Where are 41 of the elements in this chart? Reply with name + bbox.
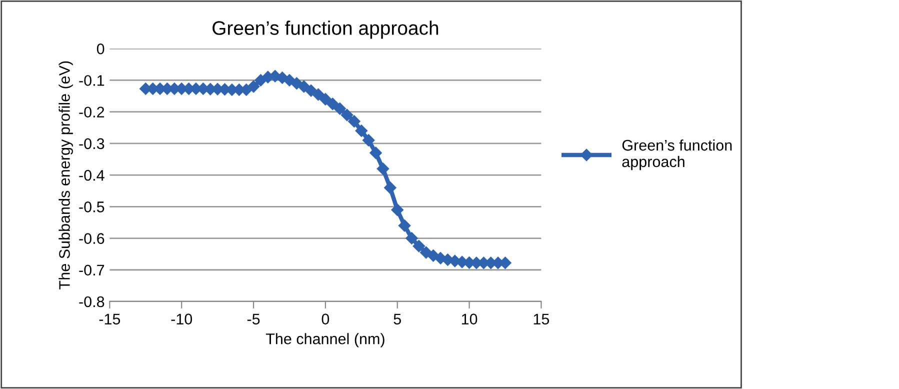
x-tick-label: -15 xyxy=(99,314,120,325)
point xyxy=(312,88,324,101)
x-tick-label: 5 xyxy=(394,314,401,325)
x-tick-label: -5 xyxy=(247,314,260,325)
point xyxy=(412,240,426,252)
y-tick-label: -0.2 xyxy=(79,106,104,118)
point xyxy=(362,134,375,146)
point xyxy=(355,124,368,137)
legend-label: Green’s function approach xyxy=(622,139,732,170)
y-tick-label: -0.8 xyxy=(79,296,104,308)
point xyxy=(298,80,310,93)
point xyxy=(406,232,418,244)
y-tick-label: -0.3 xyxy=(79,138,104,150)
point xyxy=(340,108,354,122)
chart-title: Green’s function approach xyxy=(212,20,438,39)
y-tick-label: -0.6 xyxy=(79,233,104,244)
point xyxy=(376,162,390,175)
point xyxy=(326,98,339,110)
point xyxy=(370,146,382,160)
y-tick-label: 0 xyxy=(96,43,104,54)
point xyxy=(384,182,396,194)
x-axis-title: The channel (nm) xyxy=(266,333,384,348)
point xyxy=(247,80,260,93)
point xyxy=(391,204,404,216)
point xyxy=(319,93,332,106)
x-tick-label: 10 xyxy=(462,314,478,325)
point xyxy=(334,102,346,115)
point xyxy=(420,246,432,259)
y-tick-label: -0.5 xyxy=(79,202,104,212)
x-tick-label: 15 xyxy=(534,314,550,325)
point xyxy=(283,74,296,86)
x-tick-label: 0 xyxy=(322,314,330,325)
x-tick-label: -10 xyxy=(171,314,192,325)
y-axis-title: The Subbands energy profile (eV) xyxy=(58,61,73,290)
point xyxy=(398,220,411,232)
point xyxy=(304,84,318,97)
y-tick-label: -0.4 xyxy=(79,170,104,181)
point xyxy=(348,115,360,128)
y-tick-label: -0.1 xyxy=(79,75,104,86)
point xyxy=(290,77,303,90)
y-tick-label: -0.7 xyxy=(79,264,104,276)
